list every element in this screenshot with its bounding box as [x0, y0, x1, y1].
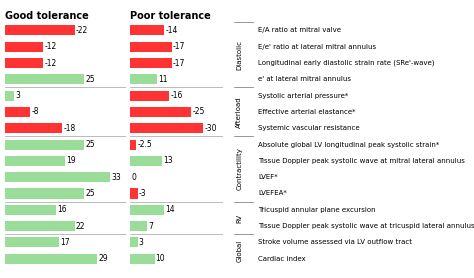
Bar: [130, 254, 155, 264]
Bar: [5, 74, 84, 85]
Text: 29: 29: [98, 254, 108, 263]
Bar: [5, 107, 30, 117]
Bar: [5, 91, 14, 101]
Text: Tissue Doppler peak systolic wave at tricuspid lateral annulus: Tissue Doppler peak systolic wave at tri…: [258, 223, 474, 229]
Bar: [130, 205, 164, 215]
Text: -25: -25: [192, 107, 204, 116]
Bar: [5, 58, 43, 68]
Text: -17: -17: [173, 58, 185, 68]
Bar: [5, 254, 97, 264]
Text: Absolute global LV longitudinal peak systolic strain*: Absolute global LV longitudinal peak sys…: [258, 142, 439, 148]
Text: Global: Global: [237, 239, 242, 262]
Text: 17: 17: [60, 238, 70, 247]
Bar: [5, 188, 84, 198]
Text: LVEF*: LVEF*: [258, 174, 278, 180]
Text: -12: -12: [44, 58, 56, 68]
Text: -16: -16: [170, 91, 182, 100]
Bar: [5, 221, 75, 231]
Text: Afterload: Afterload: [237, 96, 242, 128]
Text: LVEFEA*: LVEFEA*: [258, 190, 287, 197]
Text: -17: -17: [173, 42, 185, 51]
Text: -8: -8: [31, 107, 39, 116]
Text: 7: 7: [148, 222, 153, 231]
Text: 3: 3: [16, 91, 20, 100]
Text: Diastolic: Diastolic: [237, 40, 242, 70]
Text: 10: 10: [155, 254, 165, 263]
Text: 33: 33: [111, 173, 121, 182]
Text: Systemic vascular resistance: Systemic vascular resistance: [258, 125, 360, 131]
Bar: [130, 188, 137, 198]
Bar: [130, 140, 137, 150]
Bar: [5, 123, 62, 133]
Text: 16: 16: [57, 205, 66, 214]
Text: Good tolerance: Good tolerance: [5, 11, 89, 21]
Bar: [5, 172, 109, 182]
Bar: [5, 42, 43, 52]
Bar: [130, 58, 172, 68]
Text: Tricuspid annular plane excursion: Tricuspid annular plane excursion: [258, 207, 375, 213]
Text: 22: 22: [76, 222, 85, 231]
Bar: [130, 237, 137, 247]
Bar: [130, 91, 169, 101]
Text: -12: -12: [44, 42, 56, 51]
Text: 25: 25: [85, 140, 95, 149]
Bar: [5, 156, 65, 166]
Text: E/e' ratio at lateral mitral annulus: E/e' ratio at lateral mitral annulus: [258, 44, 376, 50]
Text: Longitudinal early diastolic strain rate (SRe'-wave): Longitudinal early diastolic strain rate…: [258, 60, 435, 66]
Text: Tissue Doppler peak systolic wave at mitral lateral annulus: Tissue Doppler peak systolic wave at mit…: [258, 158, 465, 164]
Text: 25: 25: [85, 75, 95, 84]
Bar: [5, 237, 59, 247]
Text: -2.5: -2.5: [137, 140, 152, 149]
Text: E/A ratio at mitral valve: E/A ratio at mitral valve: [258, 28, 341, 33]
Text: 14: 14: [165, 205, 175, 214]
Text: 25: 25: [85, 189, 95, 198]
Text: -3: -3: [138, 189, 146, 198]
Bar: [5, 205, 55, 215]
Text: 19: 19: [66, 156, 76, 165]
Text: 11: 11: [158, 75, 168, 84]
Text: 13: 13: [163, 156, 173, 165]
Bar: [130, 123, 203, 133]
Bar: [5, 140, 84, 150]
Text: -14: -14: [165, 26, 178, 35]
Bar: [130, 107, 191, 117]
Text: RV: RV: [237, 214, 242, 222]
Text: Effective arterial elastance*: Effective arterial elastance*: [258, 109, 356, 115]
Text: Poor tolerance: Poor tolerance: [130, 11, 211, 21]
Text: Systolic arterial pressure*: Systolic arterial pressure*: [258, 93, 348, 99]
Text: Contractility: Contractility: [237, 148, 242, 190]
Bar: [130, 42, 172, 52]
Bar: [130, 25, 164, 36]
Text: -18: -18: [63, 124, 75, 133]
Text: 3: 3: [138, 238, 144, 247]
Text: 0: 0: [131, 173, 136, 182]
Bar: [130, 156, 162, 166]
Text: -22: -22: [76, 26, 88, 35]
Bar: [130, 74, 157, 85]
Text: Cardiac index: Cardiac index: [258, 256, 306, 262]
Text: e' at lateral mitral annulus: e' at lateral mitral annulus: [258, 76, 351, 82]
Text: -30: -30: [204, 124, 217, 133]
Text: Stroke volume assessed via LV outflow tract: Stroke volume assessed via LV outflow tr…: [258, 239, 412, 245]
Bar: [5, 25, 75, 36]
Bar: [130, 221, 147, 231]
